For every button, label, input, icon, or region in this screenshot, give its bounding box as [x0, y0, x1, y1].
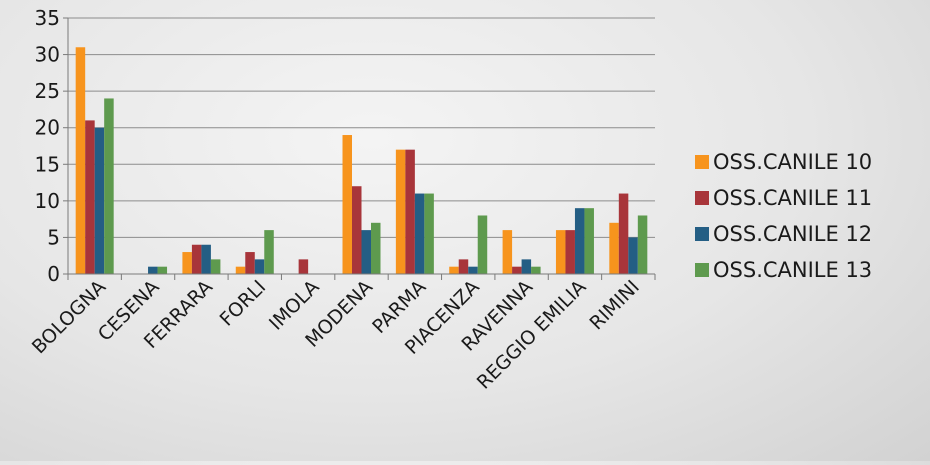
bar-bologna-series-4	[104, 98, 114, 274]
legend-swatch	[695, 227, 709, 241]
legend-swatch	[695, 155, 709, 169]
legend-swatch	[695, 263, 709, 277]
bar-modena-series-2	[352, 186, 362, 274]
bar-reggio-emilia-series-4	[584, 208, 594, 274]
bar-rimini-series-2	[618, 193, 629, 274]
bar-modena-series-3	[361, 230, 371, 274]
bar-parma-series-2	[405, 149, 415, 274]
legend-label: OSS.CANILE 11	[713, 186, 872, 210]
bar-reggio-emilia-series-1	[555, 230, 566, 274]
bar-rimini-series-4	[637, 215, 648, 274]
bar-bologna-series-3	[94, 127, 105, 274]
y-tick-label: 25	[35, 79, 60, 103]
x-tick-label: FORLI	[216, 276, 271, 331]
bar-forli-series-1	[235, 266, 246, 274]
bar-rimini-series-3	[628, 237, 638, 274]
legend-label: OSS.CANILE 12	[713, 222, 872, 246]
y-tick-label: 35	[35, 6, 60, 30]
bar-imola-series-2	[298, 259, 309, 274]
bar-ravenna-series-2	[512, 266, 522, 274]
bar-ravenna-series-3	[521, 259, 532, 274]
bar-ferrara-series-3	[201, 244, 211, 274]
bar-parma-series-3	[414, 193, 425, 274]
bar-forli-series-4	[264, 230, 274, 274]
bar-modena-series-1	[342, 135, 352, 274]
legend-label: OSS.CANILE 10	[713, 150, 872, 174]
bar-forli-series-3	[254, 259, 265, 274]
bar-ferrara-series-2	[191, 244, 202, 274]
bar-bologna-series-2	[85, 120, 95, 275]
y-tick-label: 10	[35, 189, 60, 213]
legend-swatch	[695, 191, 709, 205]
bar-cesena-series-4	[157, 266, 168, 274]
bar-ferrara-series-1	[182, 252, 192, 274]
bar-reggio-emilia-series-2	[565, 230, 575, 274]
bar-ferrara-series-4	[210, 259, 221, 274]
x-tick-label: BOLOGNA	[28, 276, 110, 358]
bar-piacenza-series-4	[477, 215, 488, 274]
bar-rimini-series-1	[609, 222, 619, 274]
bar-modena-series-4	[371, 222, 381, 274]
y-tick-label: 5	[47, 225, 60, 249]
bar-reggio-emilia-series-3	[574, 208, 585, 274]
y-tick-label: 30	[35, 43, 60, 67]
y-tick-label: 15	[35, 152, 60, 176]
bar-ravenna-series-1	[502, 230, 513, 274]
y-tick-label: 0	[47, 262, 60, 286]
x-tick-label: RIMINI	[585, 276, 643, 334]
bar-bologna-series-1	[75, 47, 86, 274]
bar-forli-series-2	[245, 252, 255, 274]
bar-piacenza-series-3	[468, 266, 478, 274]
bar-parma-series-1	[395, 149, 406, 274]
bar-cesena-series-3	[148, 266, 158, 274]
bar-ravenna-series-4	[531, 266, 541, 274]
bar-parma-series-4	[424, 193, 434, 274]
bar-piacenza-series-1	[449, 266, 459, 274]
bar-piacenza-series-2	[458, 259, 469, 274]
legend-label: OSS.CANILE 13	[713, 258, 872, 282]
y-tick-label: 20	[35, 116, 60, 140]
